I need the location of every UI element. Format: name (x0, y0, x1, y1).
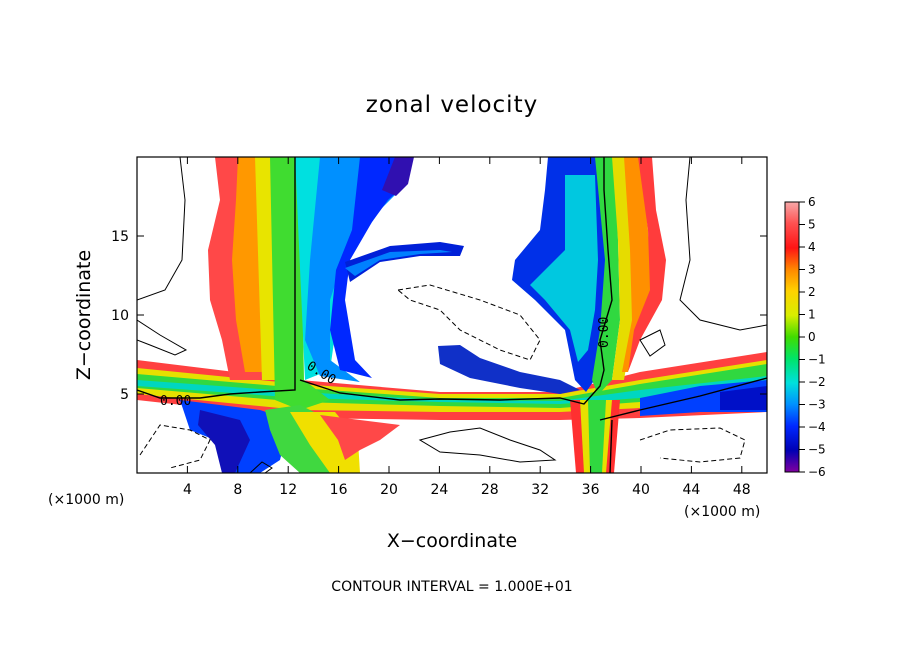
column-green (270, 157, 330, 410)
plume-right-cyan (530, 175, 598, 362)
colorbar-tick-label: −6 (808, 465, 826, 479)
contour-thin-right (679, 157, 767, 331)
plume-left-orange (232, 157, 262, 372)
contour-thin-left (137, 157, 186, 301)
x-tick-label: 12 (279, 482, 297, 498)
lower-mid-red (320, 415, 400, 460)
plume-right-orange (622, 157, 652, 372)
plot-area: 0.00 0.00 0.00 (137, 157, 767, 473)
x-tick-label: 16 (330, 482, 348, 498)
contour-zero-band (299, 157, 613, 405)
contour-dashed-lower-left (139, 424, 211, 469)
contour-label: 0.00 (597, 317, 612, 348)
x-tick-label: 36 (582, 482, 600, 498)
y-axis: 5 10 15 (111, 229, 767, 403)
x-unit-right: (×1000 m) (684, 504, 760, 520)
colorbar (784, 201, 800, 473)
lower-left-navy (198, 410, 250, 473)
x-tick-label: 28 (481, 482, 499, 498)
contour-label: 0.00 (160, 394, 191, 409)
x-tick-label: 40 (632, 482, 650, 498)
contour-zero-lower (609, 419, 613, 473)
contour-thin-lower-blob (249, 461, 273, 473)
y-tick-label: 15 (111, 229, 129, 245)
x-axis: 4 8 12 16 20 24 28 32 36 40 44 48 (183, 157, 751, 498)
colorbar-tick-label: 1 (808, 308, 816, 322)
y-axis-label: Z−coordinate (73, 250, 95, 380)
branch-upper-cyan (345, 250, 452, 276)
heatmap-field (137, 157, 767, 473)
colorbar-tick-label: −2 (808, 375, 826, 389)
contour-thin-left-loop (137, 319, 188, 356)
x-tick-label: 8 (233, 482, 242, 498)
arm-blue (305, 157, 410, 382)
x-tick-label: 24 (430, 482, 448, 498)
plume-right-red (628, 157, 666, 372)
colorbar-tick-label: −3 (808, 398, 826, 412)
colorbar-tick-label: −5 (808, 443, 826, 457)
x-tick-label: 44 (682, 482, 700, 498)
contour-dashed-mid (396, 284, 541, 361)
contour-thin-right-loop (639, 329, 666, 357)
x-tick-label: 48 (733, 482, 751, 498)
x-tick-label: 32 (531, 482, 549, 498)
contour-zero-main (137, 157, 296, 399)
contour-interval-note: CONTOUR INTERVAL = 1.000E+01 (331, 579, 572, 595)
colorbar-tick-label: 3 (808, 263, 816, 277)
plume-right-green (592, 157, 620, 395)
colorbar-tick-label: 4 (808, 240, 816, 254)
contour-zero-right (599, 377, 767, 421)
colorbar-tick-label: 6 (808, 195, 816, 209)
y-tick-label: 10 (111, 308, 129, 324)
colorbar-tick-label: −1 (808, 353, 826, 367)
contour-lines (137, 157, 767, 473)
colorbar-tick-label: 2 (808, 285, 816, 299)
branch-lower (438, 345, 580, 394)
x-tick-label: 20 (380, 482, 398, 498)
colorbar-tick-label: 0 (808, 330, 816, 344)
x-unit-left: (×1000 m) (48, 492, 124, 508)
colorbar-tick-label: 5 (808, 218, 816, 232)
x-tick-label: 4 (183, 482, 192, 498)
colorbar-ticks: 6 5 4 3 2 1 0 −1 −2 −3 −4 −5 −6 (799, 195, 826, 479)
arm-purple (382, 157, 414, 196)
chart-title: zonal velocity (366, 92, 538, 118)
band-navy-right (720, 386, 767, 410)
contour-thin-lower-mid (418, 427, 557, 463)
y-tick-label: 5 (120, 387, 129, 403)
colorbar-tick-label: −4 (808, 420, 826, 434)
contour-dashed-lower-right (639, 427, 746, 463)
stem-green (588, 400, 606, 473)
x-axis-label: X−coordinate (387, 530, 517, 552)
